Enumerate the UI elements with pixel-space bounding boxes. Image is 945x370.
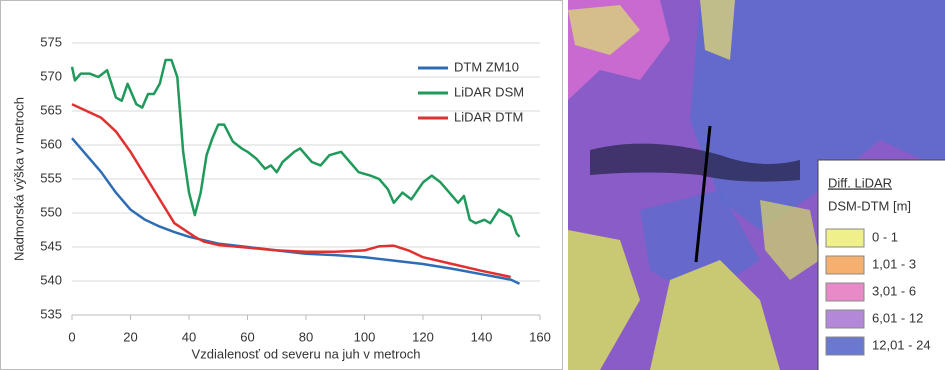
legend-swatch [826,310,864,328]
legend-swatch [826,337,864,355]
x-axis-label: Vzdialenosť od severu na juh v metroch [192,346,421,361]
y-tick-label: 545 [40,238,62,253]
legend-label: DTM ZM10 [454,59,519,74]
y-tick-label: 565 [40,102,62,117]
y-tick-label: 575 [40,34,62,49]
x-tick-label: 140 [471,329,493,344]
legend-label: 0 - 1 [872,229,898,244]
legend-label: 6,01 - 12 [872,310,923,325]
legend-subtitle: DSM-DTM [m] [828,198,911,213]
legend-label: 12,01 - 24 [872,337,931,352]
legend-label: LiDAR DTM [454,109,523,124]
legend-label: LiDAR DSM [454,84,524,99]
x-tick-label: 0 [68,329,75,344]
x-tick-label: 160 [529,329,551,344]
y-tick-label: 570 [40,68,62,83]
x-tick-label: 40 [182,329,196,344]
legend-title: Diff. LiDAR [828,175,892,190]
legend-label: 3,01 - 6 [872,283,916,298]
legend-swatch [826,283,864,301]
x-tick-label: 20 [123,329,137,344]
y-tick-label: 550 [40,204,62,219]
legend-swatch [826,256,864,274]
legend-swatch [826,229,864,247]
legend-label: 1,01 - 3 [872,256,916,271]
x-tick-label: 80 [299,329,313,344]
x-tick-label: 120 [412,329,434,344]
y-tick-label: 535 [40,306,62,321]
y-tick-label: 560 [40,136,62,151]
y-tick-label: 540 [40,272,62,287]
x-tick-label: 100 [354,329,376,344]
x-tick-label: 60 [240,329,254,344]
y-axis-label: Nadmorská výška v metroch [11,97,26,261]
chart-frame [1,1,563,370]
y-tick-label: 555 [40,170,62,185]
page: Diff. LiDAR DSM-DTM [m] 535 540 545 550 555 5… [0,0,945,370]
figure: Diff. LiDAR DSM-DTM [m] 535 540 545 550 555 5… [0,0,945,370]
